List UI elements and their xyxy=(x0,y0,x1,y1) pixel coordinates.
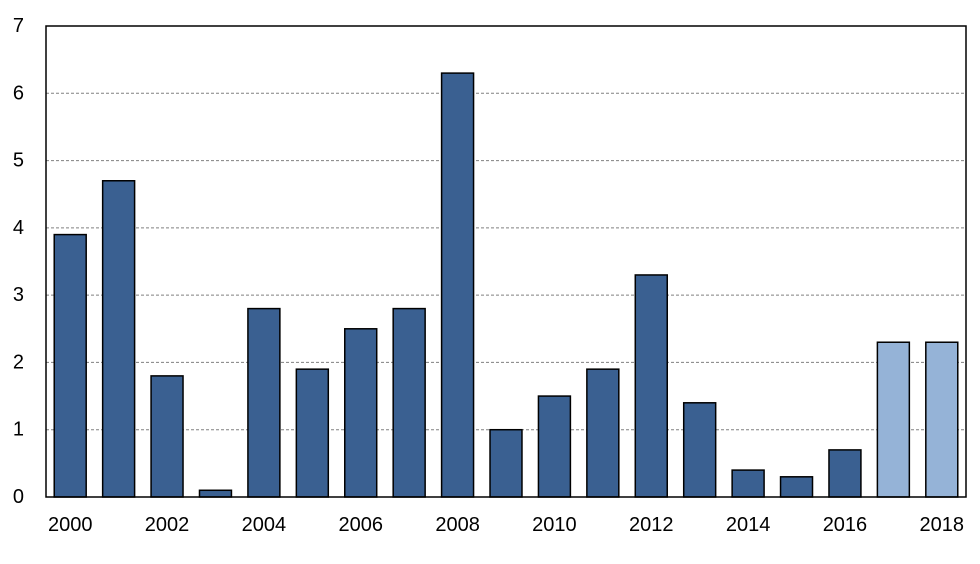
bar-2010 xyxy=(537,395,572,498)
y-axis-tick-labels: 0 1 2 3 4 5 6 7 xyxy=(13,15,24,508)
bars xyxy=(53,72,959,498)
x-tick-label: 2014 xyxy=(726,514,771,536)
bar-2014 xyxy=(731,469,765,498)
bar-2006 xyxy=(344,328,378,498)
bar-2000 xyxy=(53,233,87,498)
x-tick-label: 2008 xyxy=(435,514,480,536)
bar-2004 xyxy=(247,307,281,498)
bar-2017 xyxy=(876,341,911,498)
bar-2012 xyxy=(634,274,668,498)
x-tick-label: 2000 xyxy=(48,514,93,536)
y-tick-label: 0 xyxy=(13,486,24,508)
bar-2001 xyxy=(101,180,136,498)
x-tick-label: 2010 xyxy=(532,514,577,536)
y-tick-label: 3 xyxy=(13,284,24,306)
y-tick-label: 1 xyxy=(13,419,24,441)
bar-2009 xyxy=(489,428,523,498)
y-tick-label: 6 xyxy=(13,82,24,104)
plot-area-border xyxy=(45,25,967,498)
bar-2015 xyxy=(779,476,814,498)
bar-2016 xyxy=(828,449,862,498)
x-tick-label: 2012 xyxy=(629,514,674,536)
bar-2007 xyxy=(392,307,426,498)
x-tick-label: 2016 xyxy=(823,514,868,536)
x-axis-tick-labels: 2000 2002 2004 2006 2008 2010 2012 2014 2016 2018 xyxy=(48,514,964,536)
bar-2002 xyxy=(150,375,184,498)
y-tick-label: 2 xyxy=(13,351,24,373)
x-tick-label: 2006 xyxy=(338,514,383,536)
gridlines xyxy=(46,92,966,431)
bar-2005 xyxy=(295,368,330,498)
bar-2013 xyxy=(682,402,717,498)
bar-2018 xyxy=(925,341,959,498)
bar-2008 xyxy=(440,72,475,498)
bar-2011 xyxy=(586,368,620,498)
y-tick-label: 4 xyxy=(13,217,24,239)
bar-2003 xyxy=(198,489,233,498)
y-tick-label: 7 xyxy=(13,15,24,37)
y-tick-label: 5 xyxy=(13,150,24,172)
x-tick-label: 2004 xyxy=(242,514,287,536)
x-tick-label: 2018 xyxy=(920,514,965,536)
x-tick-label: 2002 xyxy=(145,514,190,536)
